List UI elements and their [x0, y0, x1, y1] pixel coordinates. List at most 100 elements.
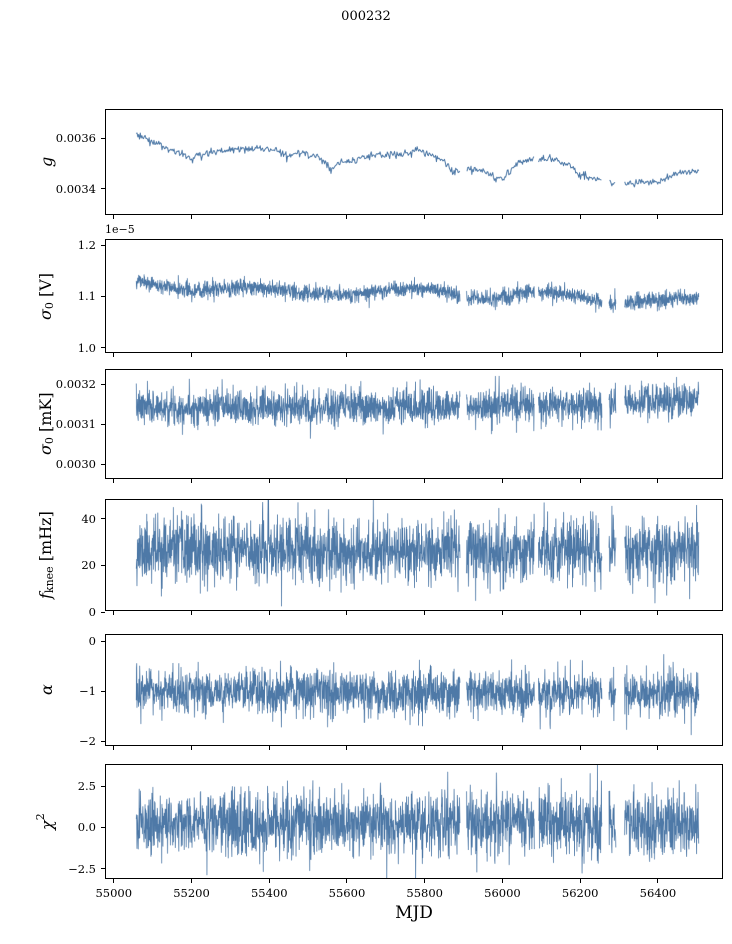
x-tick-mark: [501, 215, 503, 219]
y-axis-symbol: α: [37, 684, 56, 696]
x-tick-mark: [657, 479, 659, 483]
x-tick-mark: [268, 611, 270, 615]
y-tick-mark: [101, 244, 105, 246]
y-tick-mark: [101, 347, 105, 349]
x-tick-mark: [191, 479, 192, 483]
x-tick-mark: [501, 479, 503, 483]
x-tick-label: 56400: [639, 886, 677, 900]
x-tick-mark: [657, 879, 659, 883]
y-tick-label: −1: [79, 684, 96, 698]
y-tick-label: 20: [81, 558, 96, 573]
y-axis-unit: [V]: [35, 272, 55, 302]
subplot-alpha: −2 −1 0 α: [37, 634, 723, 750]
x-tick-mark: [346, 611, 348, 615]
y-axis-subscript: 0: [43, 437, 56, 445]
y-tick-label: 0.0: [77, 820, 96, 835]
y-tick-label: 0.0031: [55, 417, 96, 431]
y-axis-symbol: σ: [35, 308, 55, 320]
y-axis-symbol: σ: [35, 444, 55, 456]
x-tick-mark: [113, 479, 115, 483]
x-tick-label: 55800: [406, 886, 443, 900]
x-tick-mark: [191, 611, 192, 615]
x-tick-mark: [424, 479, 426, 483]
x-tick-label: 55200: [173, 886, 210, 900]
x-tick-label: 56000: [484, 886, 521, 900]
x-tick-mark: [657, 353, 659, 357]
y-tick-mark: [101, 785, 105, 787]
y-tick-label: −2: [79, 734, 96, 748]
x-tick-mark: [268, 353, 270, 357]
y-tick-label: −2.5: [68, 861, 96, 876]
x-tick-mark: [657, 746, 659, 750]
plot-canvas-alpha: [106, 635, 722, 745]
y-axis-symbol: f: [35, 593, 55, 599]
x-tick-mark: [501, 746, 503, 750]
y-tick-mark: [101, 826, 105, 828]
y-tick-label: 0: [88, 605, 96, 619]
x-tick-mark: [579, 353, 581, 357]
x-tick-mark: [501, 353, 503, 357]
x-axis-label: MJD: [395, 903, 433, 923]
plot-canvas-g: [106, 110, 722, 214]
y-tick-mark: [101, 611, 105, 613]
y-tick-label: 0.0032: [55, 377, 96, 391]
y-tick-mark: [101, 188, 105, 190]
x-tick-mark: [113, 611, 115, 615]
y-axis-unit: [mHz]: [35, 511, 55, 567]
x-tick-mark: [657, 215, 659, 219]
y-tick-label: 1.1: [77, 289, 96, 304]
x-tick-mark: [579, 611, 581, 615]
x-tick-mark: [113, 215, 115, 219]
y-tick-mark: [101, 640, 105, 642]
y-tick-label: 1.0: [77, 340, 96, 355]
y-tick-label: 2.5: [77, 779, 96, 794]
y-axis-unit: [mK]: [35, 392, 55, 438]
x-tick-mark: [268, 479, 270, 483]
x-tick-mark: [579, 746, 581, 750]
x-tick-mark: [501, 611, 503, 615]
y-axis-label-alpha: α: [37, 635, 56, 745]
y-axis-symbol: χ: [37, 820, 56, 830]
y-axis-label-sigma0-mk: σ0 [mK]: [36, 370, 56, 478]
y-tick-mark: [101, 868, 105, 869]
x-tick-mark: [191, 353, 192, 357]
x-tick-mark: [268, 879, 270, 883]
y-tick-label: 1.2: [77, 238, 96, 253]
y-axis-subscript: 0: [43, 301, 56, 309]
y-tick-label: 0.0036: [55, 131, 96, 146]
y-axis-offset-label: 1e−5: [105, 223, 135, 236]
y-axis-label-chi2: χ2: [34, 765, 56, 878]
y-tick-label: 0.0034: [55, 181, 96, 196]
x-tick-mark: [113, 353, 115, 357]
plot-canvas-chi2: [106, 765, 722, 878]
x-tick-mark: [346, 353, 348, 357]
y-tick-mark: [101, 463, 105, 465]
y-tick-label: 0: [88, 634, 96, 649]
x-tick-mark: [579, 879, 581, 883]
y-tick-mark: [101, 564, 105, 566]
x-tick-mark: [191, 879, 192, 883]
y-tick-label: 40: [81, 511, 96, 526]
x-tick-label: 55600: [328, 886, 366, 900]
x-tick-mark: [268, 746, 270, 750]
y-tick-mark: [101, 740, 105, 742]
y-axis-label-g: g: [37, 110, 56, 214]
x-tick-mark: [424, 353, 426, 357]
y-tick-mark: [101, 423, 105, 425]
y-tick-mark: [101, 295, 105, 297]
figure-title: 000232: [341, 9, 391, 24]
x-tick-mark: [191, 215, 192, 219]
x-tick-mark: [579, 215, 581, 219]
y-tick-mark: [101, 690, 105, 692]
x-tick-mark: [191, 746, 192, 750]
x-tick-label: 55000: [95, 886, 133, 900]
x-tick-mark: [113, 746, 115, 750]
x-tick-mark: [346, 215, 348, 219]
y-tick-mark: [101, 383, 105, 385]
x-tick-label: 56200: [561, 886, 599, 900]
y-axis-label-sigma0-v: σ0 [V]: [36, 240, 56, 352]
subplot-g: 0.0034 0.0036 g: [37, 109, 723, 219]
x-tick-mark: [346, 746, 348, 750]
